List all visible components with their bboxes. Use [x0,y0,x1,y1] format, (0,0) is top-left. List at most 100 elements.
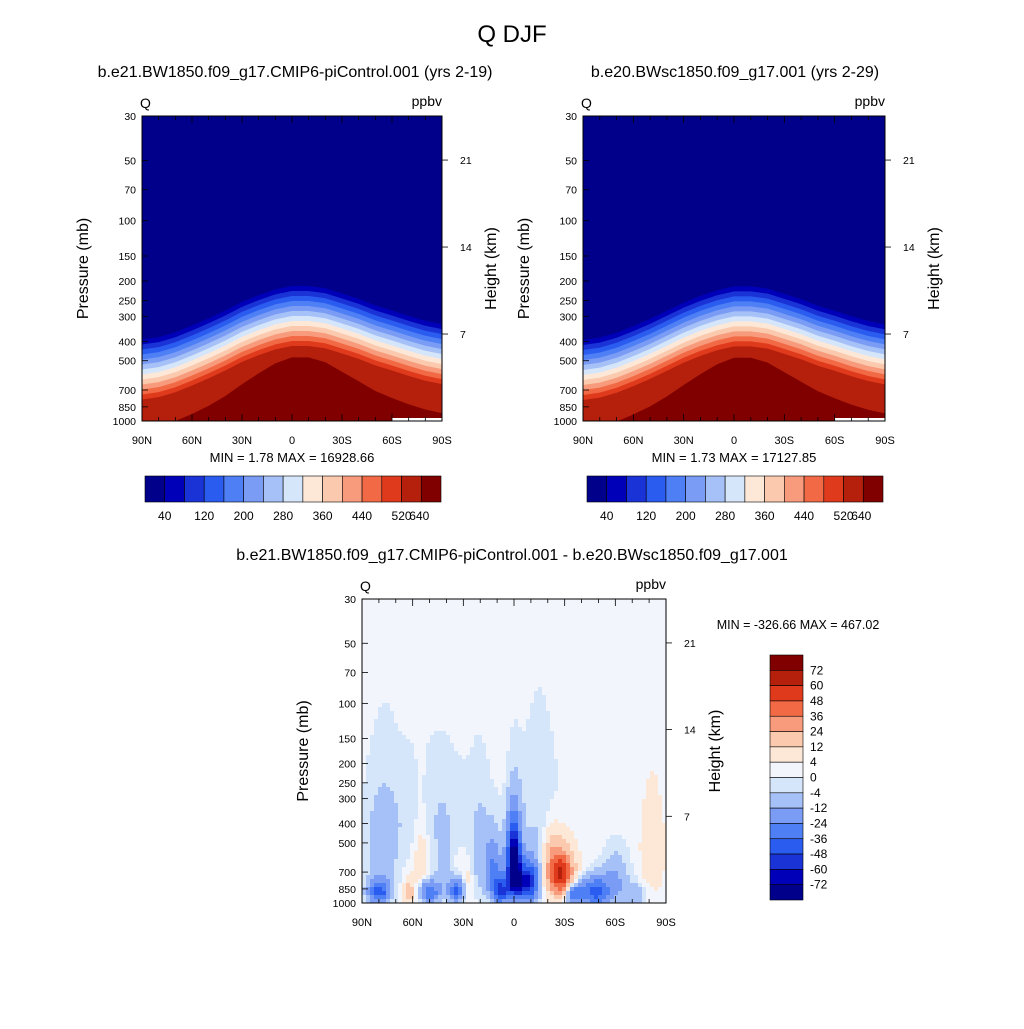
contour-cell [386,803,390,807]
contour-cell [574,611,578,615]
contour-cell [562,675,566,679]
contour-cell [482,831,486,835]
contour-cell [466,775,470,779]
contour-cell [426,727,430,731]
contour-cell [582,679,586,683]
contour-cell [610,703,614,707]
contour-cell [506,799,510,803]
contour-cell [402,651,406,655]
contour-cell [574,719,578,723]
contour-cell [470,759,474,763]
contour-cell [382,603,386,607]
contour-cell [618,639,622,643]
contour-cell [454,799,458,803]
contour-cell [630,663,634,667]
contour-cell [374,715,378,719]
contour-cell [630,723,634,727]
contour-cell [514,723,518,727]
contour-cell [382,767,386,771]
contour-cell [422,715,426,719]
contour-cell [578,663,582,667]
contour-cell [614,707,618,711]
contour-cell [542,619,546,623]
contour-cell [630,631,634,635]
contour-cell [390,807,394,811]
contour-cell [422,667,426,671]
contour-cell [542,767,546,771]
contour-cell [562,603,566,607]
contour-cell [506,727,510,731]
contour-cell [514,759,518,763]
contour-cell [618,671,622,675]
contour-cell [566,811,570,815]
contour-cell [654,671,658,675]
contour-cell [450,751,454,755]
contour-cell [398,763,402,767]
contour-cell [554,667,558,671]
contour-cell [522,819,526,823]
contour-cell [654,615,658,619]
contour-cell [366,647,370,651]
contour-cell [362,655,366,659]
contour-cell [434,631,438,635]
contour-cell [390,743,394,747]
contour-cell [414,607,418,611]
contour-cell [390,803,394,807]
contour-cell [450,635,454,639]
contour-cell [610,743,614,747]
contour-cell [598,671,602,675]
contour-cell [654,791,658,795]
contour-cell [534,707,538,711]
contour-cell [626,699,630,703]
contour-cell [490,739,494,743]
contour-cell [466,655,470,659]
contour-cell [610,819,614,823]
contour-cell [646,675,650,679]
contour-cell [490,663,494,667]
contour-cell [386,607,390,611]
contour-cell [510,819,514,823]
contour-cell [406,615,410,619]
contour-cell [462,627,466,631]
contour-cell [658,767,662,771]
contour-cell [614,763,618,767]
contour-cell [454,643,458,647]
contour-cell [450,663,454,667]
contour-cell [438,635,442,639]
contour-cell [598,783,602,787]
contour-cell [642,739,646,743]
contour-cell [618,767,622,771]
contour-cell [578,843,582,847]
contour-cell [438,763,442,767]
contour-cell [422,651,426,655]
y-tick-label: 70 [124,185,136,197]
contour-cell [574,715,578,719]
contour-cell [658,763,662,767]
contour-cell [534,827,538,831]
contour-cell [486,803,490,807]
contour-cell [362,635,366,639]
contour-cell [650,651,654,655]
contour-cell [586,651,590,655]
contour-cell [482,779,486,783]
contour-cell [594,803,598,807]
contour-cell [582,739,586,743]
contour-cell [570,599,574,603]
contour-cell [406,631,410,635]
contour-cell [370,607,374,611]
contour-cell [374,791,378,795]
contour-cell [418,683,422,687]
contour-cell [454,627,458,631]
contour-cell [438,835,442,839]
contour-cell [366,619,370,623]
contour-cell [446,751,450,755]
contour-cell [638,839,642,843]
y-tick-label: 50 [124,155,136,167]
contour-cell [558,739,562,743]
contour-cell [658,799,662,803]
contour-cell [590,671,594,675]
contour-cell [390,847,394,851]
contour-cell [594,703,598,707]
contour-cell [606,787,610,791]
contour-cell [438,643,442,647]
